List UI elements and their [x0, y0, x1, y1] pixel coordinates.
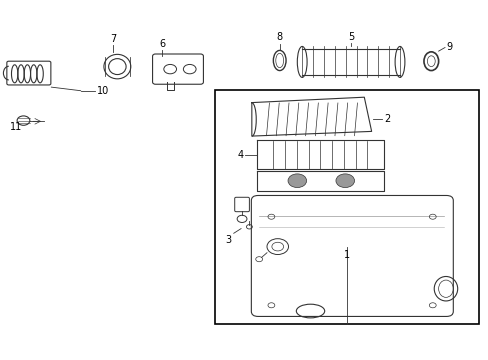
Text: 3: 3: [225, 235, 231, 245]
Text: 6: 6: [159, 39, 165, 49]
Text: 9: 9: [446, 42, 452, 52]
Text: 1: 1: [344, 250, 349, 260]
Text: 11: 11: [10, 122, 22, 132]
Circle shape: [335, 174, 354, 188]
Circle shape: [287, 174, 306, 188]
Text: 7: 7: [110, 34, 116, 44]
Bar: [215, 90, 478, 324]
Text: 4: 4: [237, 150, 243, 160]
Text: 5: 5: [347, 32, 353, 42]
Text: 10: 10: [97, 86, 109, 96]
Text: 2: 2: [383, 114, 389, 124]
Text: 8: 8: [276, 32, 282, 42]
